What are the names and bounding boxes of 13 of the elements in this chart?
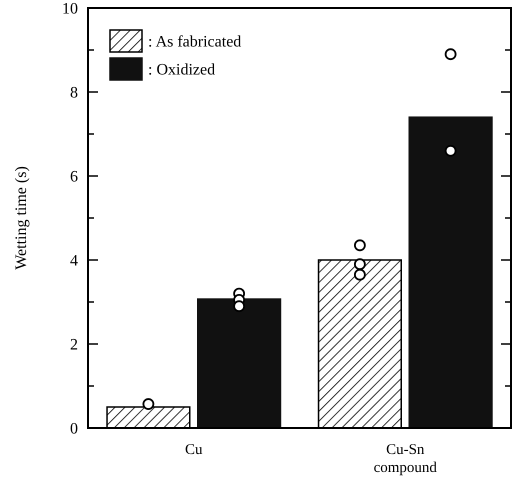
x-tick-label: Cu-Sn compound xyxy=(374,442,438,476)
y-tick-label: 2 xyxy=(70,336,78,354)
y-tick-label: 8 xyxy=(70,84,78,102)
legend-label: : As fabricated xyxy=(148,34,242,51)
y-axis-title: Wetting time (s) xyxy=(13,166,30,270)
y-tick-label: 10 xyxy=(62,0,78,18)
y-tick-label: 0 xyxy=(70,420,78,438)
legend-label: : Oxidized xyxy=(148,62,216,79)
y-tick-label: 4 xyxy=(70,252,78,270)
y-tick-label: 6 xyxy=(70,168,78,186)
bar xyxy=(408,116,493,429)
x-tick-label: Cu xyxy=(184,442,203,458)
bar xyxy=(197,298,282,429)
